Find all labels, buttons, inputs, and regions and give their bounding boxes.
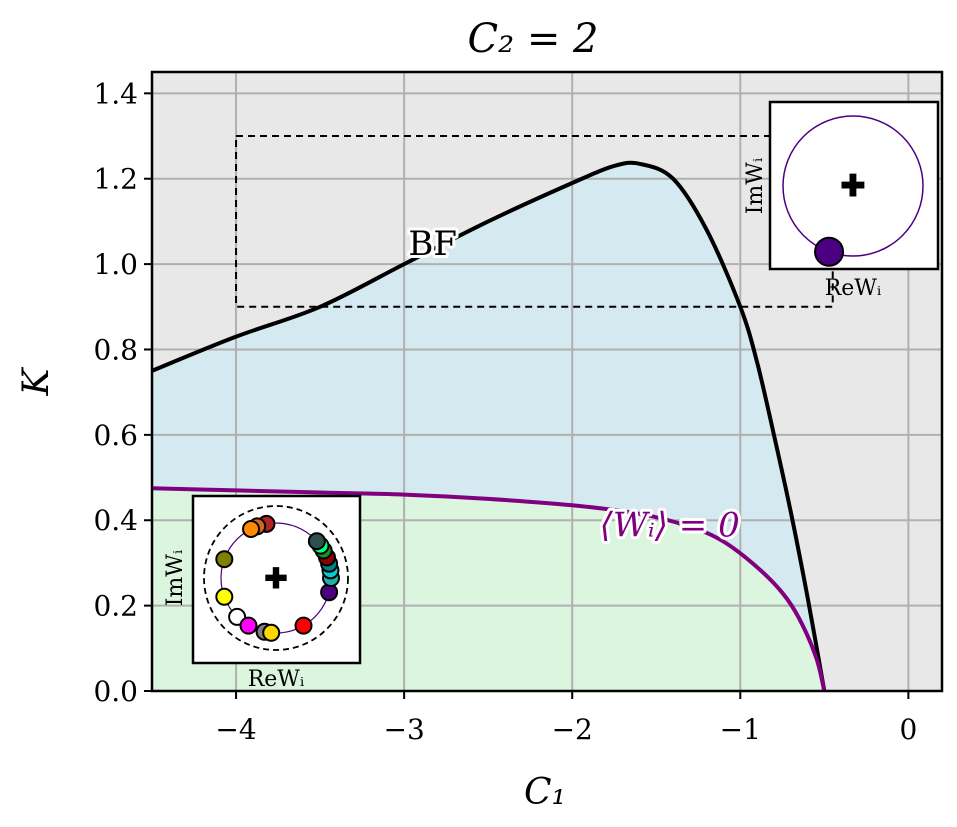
inset-outer-dashed-circle bbox=[203, 505, 349, 651]
inset-top-right: ✚ ReWᵢ ImWᵢ bbox=[743, 100, 940, 301]
zero-mean-boundary-line bbox=[152, 486, 827, 691]
inset-point-6 bbox=[239, 616, 258, 635]
inset-bottom-left: ✚ ReWᵢ ImWᵢ bbox=[163, 494, 362, 692]
origin-cross-icon: ✚ bbox=[840, 169, 865, 204]
x-tick-label: −2 bbox=[552, 713, 593, 746]
chart-title: C₂ = 2 bbox=[467, 16, 598, 62]
inset-point-8 bbox=[262, 623, 281, 642]
x-axis-label: C₁ bbox=[524, 772, 566, 813]
y-tick-label: 0.6 bbox=[93, 419, 138, 452]
x-tick-label: −4 bbox=[215, 713, 256, 746]
inset-point-9 bbox=[294, 616, 313, 635]
inset-top-right-xlabel: ReWᵢ bbox=[825, 276, 882, 301]
y-tick-label: 0.4 bbox=[93, 504, 138, 537]
inset-bottom-left-xlabel: ReWᵢ bbox=[248, 667, 305, 692]
bf-boundary-line bbox=[152, 160, 827, 691]
inset-point-3 bbox=[215, 550, 234, 569]
inset-point-0 bbox=[814, 236, 845, 267]
axis-ticks: −4 −3 −2 −1 0 0.0 0.2 0.4 0.6 0.8 1.0 1.2 1.4 bbox=[93, 77, 917, 746]
inset-top-right-points bbox=[814, 236, 845, 267]
region-label-bf: BF bbox=[408, 224, 457, 264]
x-tick-label: −3 bbox=[383, 713, 424, 746]
y-tick-label: 1.0 bbox=[93, 248, 138, 281]
inset-unit-circle bbox=[782, 115, 924, 257]
y-tick-label: 1.2 bbox=[93, 163, 138, 196]
origin-cross-icon: ✚ bbox=[264, 562, 287, 595]
x-tick-label: 0 bbox=[899, 713, 917, 746]
inset-point-2 bbox=[242, 519, 261, 538]
plot-frame bbox=[150, 70, 944, 693]
y-tick-label: 1.4 bbox=[93, 77, 138, 110]
inset-top-right-ylabel: ImWᵢ bbox=[743, 157, 768, 214]
inset-point-4 bbox=[215, 587, 234, 606]
y-tick-label: 0.0 bbox=[93, 675, 138, 708]
y-tick-label: 0.8 bbox=[93, 333, 138, 366]
y-tick-label: 0.2 bbox=[93, 590, 138, 623]
region-label-zero-mean: ⟨Wᵢ⟩ = 0 bbox=[600, 506, 740, 546]
inset-bottom-left-ylabel: ImWᵢ bbox=[163, 549, 188, 606]
inset-point-17 bbox=[307, 532, 326, 551]
series-layer bbox=[152, 160, 827, 691]
x-tick-label: −1 bbox=[720, 713, 761, 746]
y-axis-label: K bbox=[16, 366, 57, 396]
inset-bottom-left-points bbox=[215, 514, 340, 642]
